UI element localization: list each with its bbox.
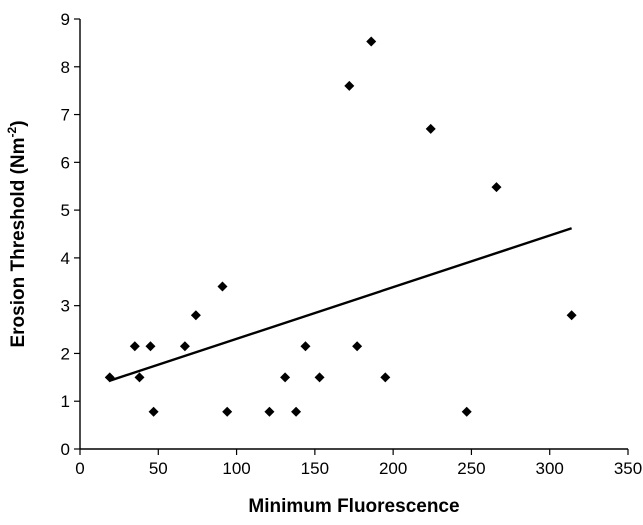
x-tick-label: 350	[614, 459, 642, 478]
x-tick-label: 50	[149, 459, 168, 478]
data-point-diamond	[425, 123, 436, 134]
data-point-diamond	[366, 36, 377, 47]
x-tick-label: 150	[301, 459, 329, 478]
plot-area: 0 1 2 3 4 5 6 7 8 9 0 50 100 150 200 250 300 350	[61, 10, 643, 478]
data-point-diamond	[291, 406, 302, 417]
y-tick-label: 2	[61, 344, 70, 363]
y-axis-title-sup: -2	[5, 126, 19, 137]
y-tick-label: 3	[61, 297, 70, 316]
data-points	[104, 36, 577, 417]
y-axis-title: Erosion Threshold (Nm-2)	[5, 120, 29, 347]
x-axis-ticks: 0 50 100 150 200 250 300 350	[75, 449, 642, 478]
y-tick-label: 7	[61, 106, 70, 125]
y-axis-ticks: 0 1 2 3 4 5 6 7 8 9	[61, 10, 80, 459]
data-point-diamond	[222, 406, 233, 417]
y-axis-title-end: )	[8, 120, 29, 126]
data-point-diamond	[129, 341, 140, 352]
data-point-diamond	[280, 372, 291, 383]
x-tick-label: 0	[75, 459, 84, 478]
y-tick-label: 0	[61, 440, 70, 459]
y-tick-label: 6	[61, 153, 70, 172]
data-point-diamond	[148, 406, 159, 417]
data-point-diamond	[380, 372, 391, 383]
x-tick-label: 300	[536, 459, 564, 478]
data-point-diamond	[190, 310, 201, 321]
data-point-diamond	[461, 406, 472, 417]
data-point-diamond	[344, 80, 355, 91]
data-point-diamond	[264, 406, 275, 417]
y-axis-title-base: Erosion Threshold (Nm	[8, 137, 29, 347]
x-tick-label: 250	[457, 459, 485, 478]
data-point-diamond	[491, 182, 502, 193]
data-point-diamond	[300, 341, 311, 352]
y-tick-label: 4	[61, 249, 70, 268]
data-point-diamond	[217, 281, 228, 292]
data-point-diamond	[352, 341, 363, 352]
data-point-diamond	[145, 341, 156, 352]
data-point-diamond	[104, 372, 115, 383]
y-tick-label: 9	[61, 10, 70, 29]
trend-line	[109, 227, 573, 382]
y-tick-label: 5	[61, 201, 70, 220]
x-axis-title: Minimum Fluorescence	[248, 496, 459, 517]
y-tick-label: 1	[61, 392, 70, 411]
x-tick-label: 200	[379, 459, 407, 478]
data-point-diamond	[179, 341, 190, 352]
y-tick-label: 8	[61, 58, 70, 77]
data-point-diamond	[314, 372, 325, 383]
x-tick-label: 100	[222, 459, 250, 478]
data-point-diamond	[566, 310, 577, 321]
data-point-diamond	[134, 372, 145, 383]
